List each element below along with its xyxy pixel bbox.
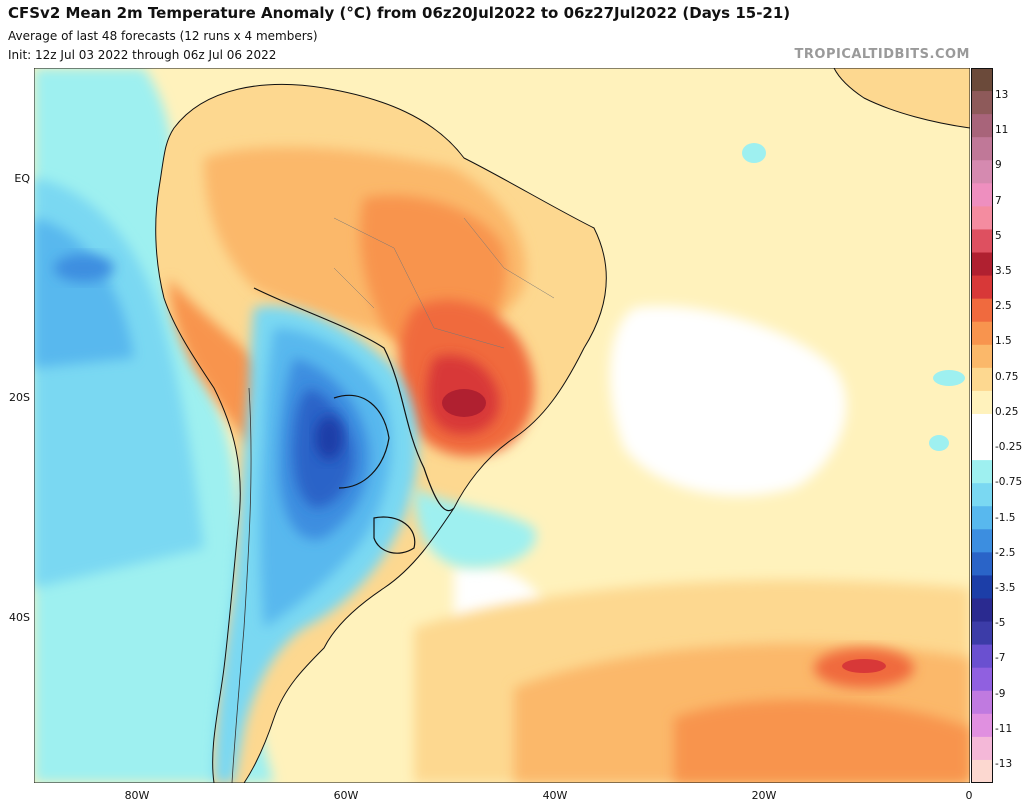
anomaly-map <box>34 68 970 783</box>
colorbar-label: 13 <box>995 89 1009 102</box>
colorbar-label: 5 <box>995 229 1002 242</box>
colorbar-swatch <box>971 229 993 254</box>
border-uruguay <box>373 516 416 554</box>
colorbar-label: -13 <box>995 757 1013 770</box>
cyan-spot-3 <box>929 435 949 451</box>
colorbar-swatch <box>971 91 993 115</box>
colorbar-swatch <box>971 736 993 761</box>
cyan-spot-2 <box>933 370 965 386</box>
colorbar-swatch <box>971 321 993 346</box>
colorbar-swatch <box>971 137 993 161</box>
map-title: CFSv2 Mean 2m Temperature Anomaly (°C) f… <box>8 4 791 22</box>
colorbar-label: -5 <box>995 617 1006 630</box>
pacific-cool-core <box>54 254 114 282</box>
colorbar-swatch <box>971 160 993 184</box>
colorbar-swatch <box>971 483 993 507</box>
coastline-africa <box>833 68 970 129</box>
lon-label-0: 0 <box>965 789 973 802</box>
cold-deep <box>315 416 343 460</box>
lon-label-80w: 80W <box>124 789 150 802</box>
coastline-sa <box>155 83 607 783</box>
colorbar-swatch <box>971 183 993 207</box>
africa-land <box>834 68 970 128</box>
colorbar-swatch <box>971 713 993 738</box>
colorbar-label: -7 <box>995 652 1006 665</box>
colorbar-label: -0.75 <box>995 476 1023 489</box>
atlantic-cool-plume <box>414 488 536 568</box>
lon-label-60w: 60W <box>333 789 359 802</box>
colorbar-label: -9 <box>995 687 1006 700</box>
colorbar-swatch <box>971 367 993 392</box>
colorbar-swatch <box>971 690 993 715</box>
colorbar-swatch <box>971 552 993 577</box>
colorbar-swatch <box>971 206 993 231</box>
border-brazil <box>253 287 455 512</box>
colorbar-label: 3.5 <box>995 265 1012 278</box>
colorbar-swatch <box>971 575 993 600</box>
brand-watermark: TROPICALTIDBITS.COM <box>794 47 970 62</box>
lon-label-40w: 40W <box>542 789 568 802</box>
lat-label-eq: EQ <box>14 172 30 185</box>
colorbar-label: 0.25 <box>995 405 1019 418</box>
colorbar-swatch <box>971 621 993 646</box>
colorbar-label: -2.5 <box>995 546 1016 559</box>
colorbar-swatch <box>971 344 993 369</box>
colorbar-label: 11 <box>995 124 1009 137</box>
border-paraguay <box>333 394 390 489</box>
cyan-spot-1 <box>742 143 766 163</box>
pacific-cool-blue <box>34 218 134 368</box>
colorbar <box>971 68 993 783</box>
colorbar-swatch <box>971 598 993 623</box>
colorbar-swatch <box>971 529 993 553</box>
warm-south-orange <box>674 699 970 783</box>
lat-label-40s: 40S <box>9 611 30 624</box>
colorbar-swatch <box>971 114 993 138</box>
colorbar-swatch <box>971 460 993 484</box>
colorbar-label: 2.5 <box>995 300 1012 313</box>
colorbar-label: 7 <box>995 194 1002 207</box>
colorbar-swatch <box>971 275 993 300</box>
white-patch-atlantic <box>610 306 847 496</box>
colorbar-label: -1.5 <box>995 511 1016 524</box>
colorbar-swatch <box>971 68 993 92</box>
colorbar-swatch <box>971 298 993 323</box>
colorbar-label: 1.5 <box>995 335 1012 348</box>
init-info: Init: 12z Jul 03 2022 through 06z Jul 06… <box>8 48 277 62</box>
colorbar-swatch <box>971 413 993 438</box>
andes-warm <box>169 278 270 448</box>
states-brazil <box>333 217 555 349</box>
colorbar-swatch <box>971 759 993 783</box>
brazil-hot-dark <box>442 389 486 417</box>
colorbar-label: -3.5 <box>995 581 1016 594</box>
lon-label-20w: 20W <box>751 789 777 802</box>
colorbar-swatch <box>971 506 993 530</box>
map-subtitle: Average of last 48 forecasts (12 runs x … <box>8 29 318 43</box>
colorbar-swatch <box>971 252 993 277</box>
colorbar-swatch <box>971 437 993 461</box>
colorbar-swatch <box>971 390 993 415</box>
lat-label-20s: 20S <box>9 391 30 404</box>
colorbar-label: -0.25 <box>995 441 1023 454</box>
border-chile <box>231 387 252 783</box>
colorbar-label: -11 <box>995 722 1013 735</box>
colorbar-swatch <box>971 667 993 692</box>
colorbar-label: 0.75 <box>995 370 1019 383</box>
colorbar-label: 9 <box>995 159 1002 172</box>
colorbar-swatch <box>971 644 993 669</box>
warm-south-core-red <box>842 659 886 673</box>
